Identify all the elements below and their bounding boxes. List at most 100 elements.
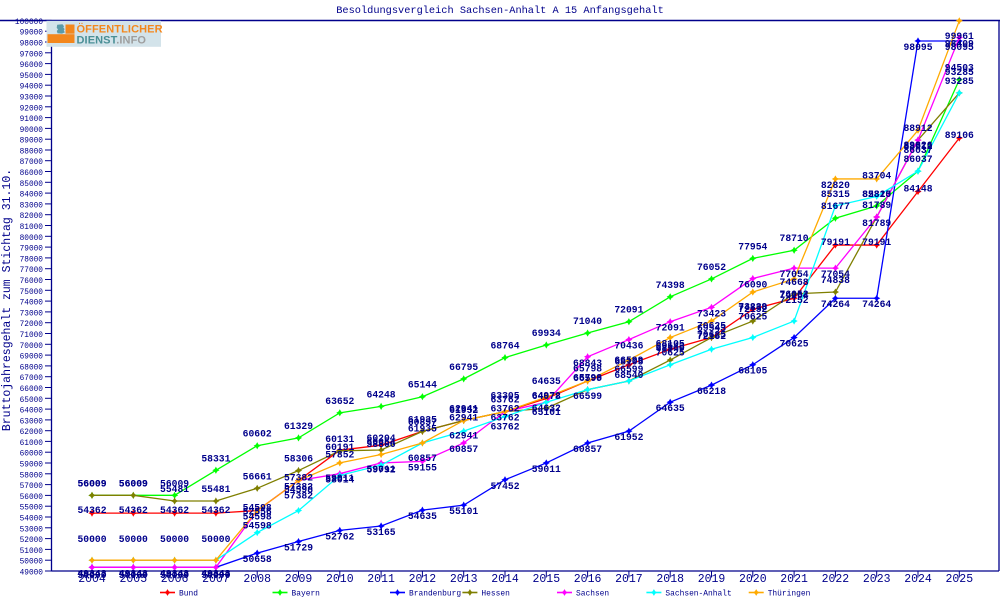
svg-text:64000: 64000 — [20, 408, 44, 416]
svg-text:62000: 62000 — [20, 429, 44, 437]
svg-text:64248: 64248 — [367, 389, 396, 400]
svg-text:60857: 60857 — [408, 417, 437, 428]
svg-text:61952: 61952 — [614, 432, 643, 443]
svg-text:2015: 2015 — [532, 573, 560, 586]
svg-text:80000: 80000 — [20, 235, 44, 243]
svg-text:60857: 60857 — [573, 444, 602, 455]
svg-text:52000: 52000 — [20, 537, 44, 545]
svg-text:83000: 83000 — [20, 202, 44, 210]
svg-text:68105: 68105 — [738, 366, 767, 377]
svg-text:60602: 60602 — [243, 429, 272, 440]
svg-text:59155: 59155 — [408, 462, 437, 473]
svg-text:94000: 94000 — [20, 84, 44, 92]
svg-text:63305: 63305 — [490, 391, 519, 402]
svg-text:95000: 95000 — [20, 73, 44, 81]
svg-text:98000: 98000 — [20, 41, 44, 49]
svg-text:89000: 89000 — [20, 138, 44, 146]
svg-text:55481: 55481 — [160, 484, 189, 495]
svg-text:72152: 72152 — [697, 331, 726, 342]
svg-text:71040: 71040 — [573, 316, 602, 327]
svg-text:64078: 64078 — [532, 391, 561, 402]
svg-text:58806: 58806 — [367, 439, 396, 450]
svg-text:77000: 77000 — [20, 267, 44, 275]
svg-text:82000: 82000 — [20, 213, 44, 221]
svg-text:57452: 57452 — [490, 481, 519, 492]
svg-text:50000: 50000 — [160, 570, 189, 581]
svg-text:66218: 66218 — [697, 386, 726, 397]
svg-text:60000: 60000 — [20, 451, 44, 459]
svg-text:53165: 53165 — [367, 527, 396, 538]
svg-text:63000: 63000 — [20, 418, 44, 426]
svg-text:2021: 2021 — [780, 573, 808, 586]
svg-text:93285: 93285 — [945, 67, 974, 78]
svg-text:DIENST.INFO: DIENST.INFO — [77, 34, 147, 46]
svg-text:59792: 59792 — [367, 465, 396, 476]
svg-text:61952: 61952 — [449, 405, 478, 416]
svg-text:86000: 86000 — [20, 170, 44, 178]
svg-text:2019: 2019 — [698, 573, 726, 586]
svg-text:76052: 76052 — [780, 289, 809, 300]
svg-text:72091: 72091 — [656, 323, 685, 334]
svg-text:59011: 59011 — [325, 473, 354, 484]
svg-text:Sachsen-Anhalt: Sachsen-Anhalt — [665, 589, 731, 598]
svg-text:54362: 54362 — [160, 505, 189, 516]
svg-text:Hessen: Hessen — [481, 589, 510, 598]
svg-text:65798: 65798 — [573, 364, 602, 375]
svg-text:Bayern: Bayern — [292, 589, 321, 598]
svg-text:74838: 74838 — [738, 302, 767, 313]
svg-text:85315: 85315 — [821, 189, 850, 200]
svg-text:85315: 85315 — [862, 189, 891, 200]
svg-text:2022: 2022 — [822, 573, 850, 586]
svg-text:Bruttojahresgehalt zum Stichta: Bruttojahresgehalt zum Stichtag 31.10. — [1, 169, 14, 431]
svg-text:2020: 2020 — [739, 573, 767, 586]
svg-text:85000: 85000 — [20, 181, 44, 189]
svg-text:51729: 51729 — [284, 543, 313, 554]
svg-text:2017: 2017 — [615, 573, 643, 586]
svg-text:61329: 61329 — [284, 421, 313, 432]
svg-text:78710: 78710 — [780, 233, 809, 244]
svg-text:81789: 81789 — [862, 218, 891, 229]
svg-text:58000: 58000 — [20, 472, 44, 480]
svg-text:79191: 79191 — [862, 237, 891, 248]
svg-text:51000: 51000 — [20, 548, 44, 556]
svg-text:57852: 57852 — [325, 449, 354, 460]
svg-text:76000: 76000 — [20, 278, 44, 286]
svg-text:79000: 79000 — [20, 246, 44, 254]
svg-text:60857: 60857 — [408, 453, 437, 464]
svg-text:72091: 72091 — [614, 305, 643, 316]
svg-text:97000: 97000 — [20, 51, 44, 59]
svg-text:69000: 69000 — [20, 354, 44, 362]
svg-text:52762: 52762 — [325, 531, 354, 542]
svg-text:2009: 2009 — [285, 573, 313, 586]
svg-text:54000: 54000 — [20, 516, 44, 524]
svg-text:50000: 50000 — [77, 534, 106, 545]
svg-text:54635: 54635 — [408, 511, 437, 522]
svg-text:87000: 87000 — [20, 159, 44, 167]
svg-text:2018: 2018 — [656, 573, 684, 586]
svg-text:54598: 54598 — [243, 521, 272, 532]
svg-text:50000: 50000 — [20, 559, 44, 567]
svg-text:65000: 65000 — [20, 397, 44, 405]
svg-text:69934: 69934 — [532, 328, 561, 339]
svg-text:68540: 68540 — [614, 370, 643, 381]
svg-text:53000: 53000 — [20, 526, 44, 534]
svg-text:49000: 49000 — [20, 570, 44, 578]
svg-text:56009: 56009 — [77, 478, 106, 489]
svg-text:2023: 2023 — [863, 573, 891, 586]
svg-text:64635: 64635 — [532, 376, 561, 387]
svg-text:83704: 83704 — [862, 170, 891, 181]
svg-text:2024: 2024 — [904, 573, 932, 586]
svg-text:64635: 64635 — [656, 403, 685, 414]
svg-text:70436: 70436 — [614, 341, 643, 352]
svg-text:2013: 2013 — [450, 573, 478, 586]
svg-text:57000: 57000 — [20, 483, 44, 491]
svg-text:67000: 67000 — [20, 375, 44, 383]
svg-text:65144: 65144 — [408, 380, 437, 391]
svg-text:96000: 96000 — [20, 62, 44, 70]
svg-text:50000: 50000 — [201, 534, 230, 545]
svg-text:81789: 81789 — [862, 200, 891, 211]
svg-text:79191: 79191 — [821, 237, 850, 248]
svg-text:68000: 68000 — [20, 364, 44, 372]
svg-text:60857: 60857 — [449, 444, 478, 455]
svg-text:60131: 60131 — [325, 434, 354, 445]
